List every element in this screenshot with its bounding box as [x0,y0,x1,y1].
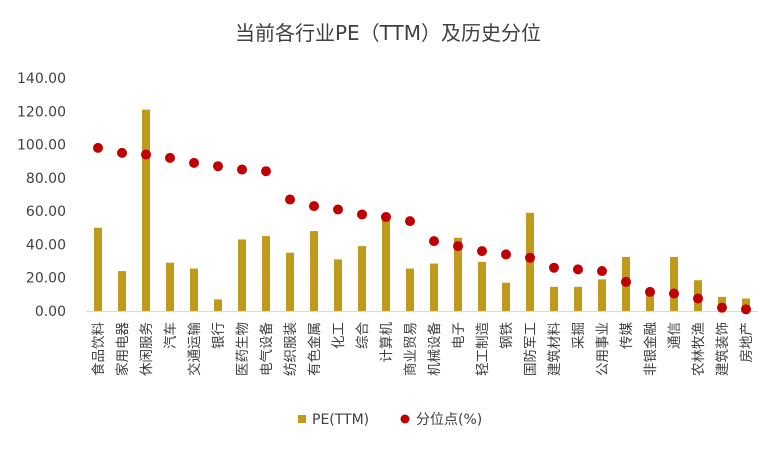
x-axis-labels: 食品饮料 家用电器 休闲服务 汽车 交通运输 银行 医药生物 电气设备 纺织服装 有色金属 化工 综合… [90,322,755,377]
percentile-dots [93,142,751,315]
percentile-dot [141,149,151,160]
x-category-label: 商业贸易 [403,322,419,376]
percentile-dot [213,161,223,172]
x-category-label: 机械设备 [426,322,443,376]
x-category-label: 通信 [667,322,683,349]
legend-pe-label: PE(TTM) [312,412,369,428]
percentile-dot [597,266,607,277]
pe-bar [382,217,390,311]
percentile-dot [189,157,199,168]
percentile-dot [261,166,271,177]
pe-bars [94,109,750,311]
percentile-dot [669,288,679,299]
x-category-label: 轻工制造 [475,322,491,376]
pe-bar [142,109,150,311]
pe-bar [406,268,414,311]
x-category-label: 农林牧渔 [691,322,707,376]
x-category-label: 家用电器 [114,322,131,376]
x-category-label: 采掘 [571,322,587,349]
percentile-dot [693,293,703,304]
pe-bar [190,268,198,311]
percentile-dot [549,262,559,273]
percentile-dot [333,204,343,215]
percentile-dot [309,201,319,212]
pe-bar [238,239,246,311]
pe-bar [550,286,558,311]
x-category-label: 建筑材料 [547,322,563,376]
y-tick-label: 40.00 [26,237,66,253]
percentile-dot [477,246,487,257]
percentile-dot [741,304,751,315]
x-category-label: 计算机 [379,322,395,363]
percentile-dot [117,147,127,158]
pe-bar [94,227,102,311]
percentile-dot [165,152,175,163]
x-category-label: 化工 [331,322,347,349]
y-tick-label: 60.00 [26,204,66,220]
percentile-dot [429,236,439,247]
pe-bar [670,256,678,311]
pe-bar [118,271,126,311]
x-category-label: 电子 [451,322,467,349]
x-category-label: 房地产 [739,322,755,363]
pe-bar [502,282,510,311]
legend-pe-swatch [298,415,306,423]
percentile-dot [501,249,511,260]
x-category-label: 银行 [211,322,227,349]
x-category-label: 电气设备 [258,322,275,376]
x-category-label: 有色金属 [306,322,323,376]
percentile-dot [717,302,727,313]
chart-title: 当前各行业PE（TTM）及历史分位 [235,21,541,45]
y-tick-label: 120.00 [17,104,66,120]
x-category-label: 国防军工 [523,322,539,376]
x-category-label: 食品饮料 [90,322,107,376]
pe-bar [598,279,606,311]
pe-bar [430,263,438,311]
pe-bar [166,262,174,311]
percentile-dot [237,164,247,175]
x-category-label: 建筑装饰 [715,322,731,376]
legend-percentile-swatch [400,414,410,424]
x-category-label: 公用事业 [595,322,611,376]
pe-bar [334,259,342,311]
pe-bar [286,252,294,311]
percentile-dot [525,252,535,263]
percentile-dot [453,241,463,252]
pe-bar [454,237,462,311]
x-category-label: 钢铁 [499,322,515,349]
legend: PE(TTM) 分位点(%) [298,412,482,428]
x-category-label: 交通运输 [186,322,203,376]
y-tick-label: 80.00 [26,171,66,187]
y-tick-label: 20.00 [26,271,66,287]
percentile-dot [381,211,391,222]
pe-bar [478,261,486,311]
x-category-label: 纺织服装 [283,322,299,376]
y-tick-label: 100.00 [17,138,66,154]
x-category-label: 汽车 [162,322,179,349]
pe-bar [358,246,366,311]
percentile-dot [621,276,631,287]
y-axis: 0.00 20.00 40.00 60.00 80.00 100.00 120.00 140.… [17,71,66,320]
x-category-label: 综合 [355,322,371,349]
percentile-dot [357,209,367,220]
x-category-label: 传媒 [619,322,635,350]
percentile-dot [285,194,295,205]
pe-bar [574,286,582,311]
percentile-dot [93,142,103,153]
pe-bar [262,236,270,311]
pe-bar [214,299,222,311]
y-tick-label: 0.00 [35,304,66,320]
legend-percentile-label: 分位点(%) [416,412,482,428]
percentile-dot [405,216,415,227]
x-category-label: 休闲服务 [139,322,155,376]
percentile-dot [573,264,583,275]
x-category-label: 医药生物 [235,322,251,376]
pe-bar [310,231,318,311]
pe-bar [646,291,654,311]
x-category-label: 非银金融 [643,322,659,376]
y-tick-label: 140.00 [17,71,66,87]
percentile-dot [645,286,655,297]
